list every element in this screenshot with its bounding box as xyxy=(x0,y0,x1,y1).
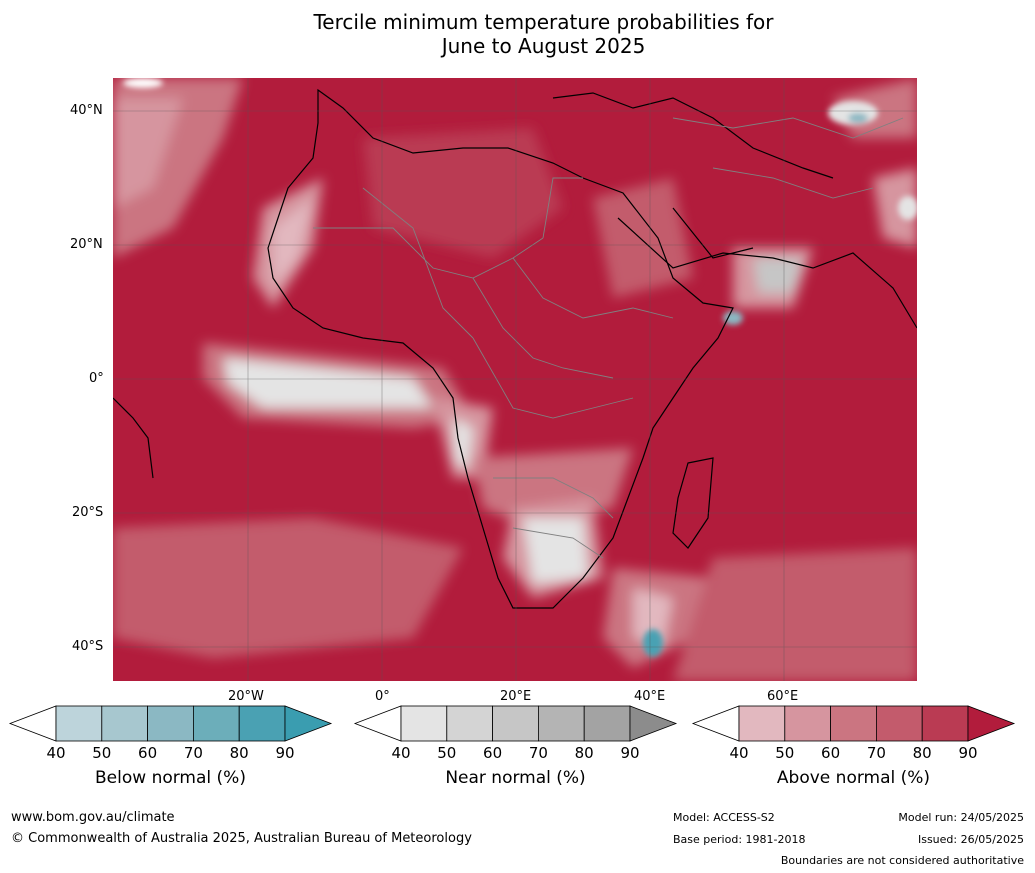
colorbar-tick-label: 70 xyxy=(528,744,548,762)
title-line-2: June to August 2025 xyxy=(441,34,646,58)
colorbar-tick-label: 60 xyxy=(821,744,841,762)
colorbar-tick-label: 50 xyxy=(92,744,112,762)
small-patches xyxy=(123,78,917,657)
colorbar-tick-label: 50 xyxy=(775,744,795,762)
colorbar-tick-label: 90 xyxy=(275,744,295,762)
lat-label-20n: 20°N xyxy=(70,237,103,252)
colorbar-below-normal xyxy=(8,705,333,742)
footer-url[interactable]: www.bom.gov.au/climate xyxy=(11,810,175,825)
colorbar-segment xyxy=(538,705,585,742)
colorbar-segment xyxy=(876,705,923,742)
probability-patches xyxy=(113,78,917,681)
footer-model-run: Model run: 24/05/2025 xyxy=(898,811,1024,824)
colorbar-segment xyxy=(830,705,877,742)
legend-title-near: Near normal (%) xyxy=(445,768,586,788)
colorbar-segment xyxy=(55,705,103,742)
colorbar-tick-label: 80 xyxy=(229,744,249,762)
colorbar-low-extend xyxy=(353,705,402,742)
colorbar-near-normal xyxy=(353,705,678,742)
lon-label-0: 0° xyxy=(375,689,390,704)
colorbar-tick-label: 60 xyxy=(138,744,158,762)
title-line-1: Tercile minimum temperature probabilitie… xyxy=(313,10,774,34)
lon-label-20e: 20°E xyxy=(500,689,532,704)
lat-label-40s: 40°S xyxy=(72,639,104,654)
footer-model: Model: ACCESS-S2 xyxy=(673,811,775,824)
colorbar-high-extend xyxy=(629,705,678,742)
colorbar-segment xyxy=(583,705,631,742)
colorbar-low-extend xyxy=(691,705,740,742)
colorbar-segment xyxy=(400,705,448,742)
colorbar-segment xyxy=(492,705,539,742)
colorbar-segment xyxy=(147,705,194,742)
colorbar-tick-label: 40 xyxy=(729,744,749,762)
colorbar-segment xyxy=(192,705,240,742)
colorbar-tick-label: 80 xyxy=(912,744,932,762)
colorbar-tick-label: 90 xyxy=(620,744,640,762)
lat-label-20s: 20°S xyxy=(72,505,104,520)
colorbar-high-extend xyxy=(967,705,1016,742)
lat-label-0: 0° xyxy=(89,371,104,386)
colorbar-tick-label: 70 xyxy=(183,744,203,762)
colorbar-segment xyxy=(784,705,831,742)
colorbar-above-normal xyxy=(691,705,1016,742)
probability-map xyxy=(113,78,917,681)
colorbar-tick-label: 60 xyxy=(483,744,503,762)
colorbar-tick-label: 40 xyxy=(391,744,411,762)
colorbar-segment xyxy=(446,705,493,742)
colorbar-tick-label: 70 xyxy=(866,744,886,762)
lon-label-20w: 20°W xyxy=(228,689,264,704)
footer-issued: Issued: 26/05/2025 xyxy=(917,833,1024,846)
borders xyxy=(313,117,904,559)
lon-label-40e: 40°E xyxy=(634,689,666,704)
colorbar-tick-label: 50 xyxy=(437,744,457,762)
colorbars xyxy=(8,705,1016,742)
colorbar-segment xyxy=(101,705,149,742)
legend-title-above: Above normal (%) xyxy=(776,768,931,788)
colorbar-high-extend xyxy=(284,705,333,742)
colorbar-segment xyxy=(921,705,969,742)
coastlines xyxy=(113,88,917,609)
footer-disclaimer: Boundaries are not considered authoritat… xyxy=(780,854,1024,867)
footer-base-period: Base period: 1981-2018 xyxy=(673,833,806,846)
colorbar-tick-label: 90 xyxy=(958,744,978,762)
colorbar-low-extend xyxy=(8,705,57,742)
legend-title-below: Below normal (%) xyxy=(95,768,246,788)
map-title: Tercile minimum temperature probabilitie… xyxy=(0,10,1035,58)
footer-copyright: © Commonwealth of Australia 2025, Austra… xyxy=(11,831,472,846)
colorbar-tick-label: 80 xyxy=(574,744,594,762)
colorbar-segment xyxy=(738,705,786,742)
graticule xyxy=(113,78,917,681)
lon-label-60e: 60°E xyxy=(767,689,799,704)
lat-label-40n: 40°N xyxy=(70,103,103,118)
colorbar-tick-label: 40 xyxy=(46,744,66,762)
colorbar-segment xyxy=(238,705,286,742)
